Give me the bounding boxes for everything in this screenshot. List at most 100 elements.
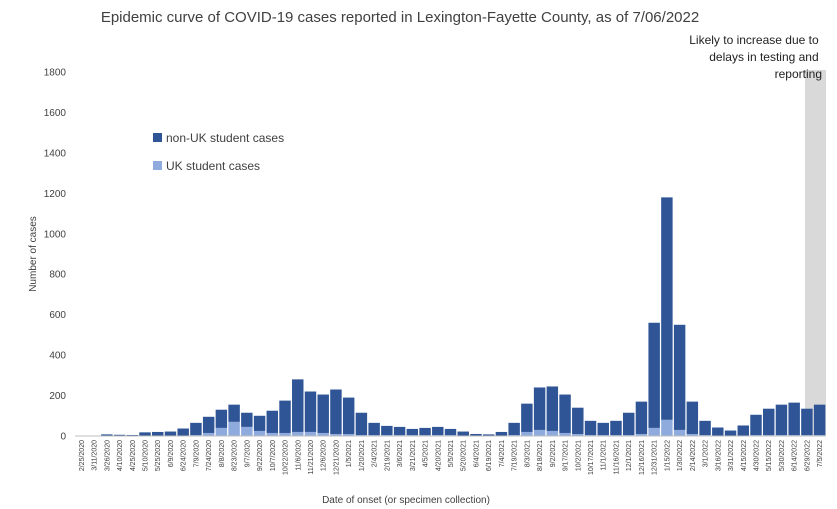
- bar-non-uk-student: [737, 425, 749, 436]
- bar-non-uk-student: [686, 401, 699, 434]
- bar-uk-student: [432, 434, 444, 436]
- bar-non-uk-student: [801, 408, 813, 435]
- bar-non-uk-student: [139, 432, 151, 436]
- x-tick-label: 11/6/2020: [295, 440, 302, 471]
- y-tick-label: 800: [49, 270, 66, 281]
- bar-uk-student: [610, 434, 622, 436]
- bar-uk-student: [559, 432, 571, 436]
- x-tick-label: 6/19/2021: [486, 440, 493, 471]
- bar-non-uk-student: [635, 401, 648, 434]
- bar-series: [88, 197, 826, 436]
- x-tick-label: 5/5/2021: [448, 440, 455, 467]
- x-tick-label: 7/5/2022: [817, 440, 824, 467]
- x-tick-label: 12/21/2020: [333, 440, 340, 475]
- x-tick-label: 2/19/2021: [384, 440, 391, 471]
- bar-uk-student: [635, 433, 648, 436]
- reporting-delay-note: Likely to increase due to delays in test…: [689, 33, 822, 81]
- x-tick-label: 12/6/2020: [321, 440, 328, 471]
- x-tick-label: 7/24/2020: [206, 440, 213, 471]
- bar-non-uk-student: [406, 428, 419, 435]
- bar-non-uk-student: [559, 394, 571, 433]
- bar-non-uk-student: [648, 322, 660, 428]
- legend-swatch-non-uk: [153, 133, 162, 142]
- bar-non-uk-student: [482, 434, 495, 436]
- bar-non-uk-student: [113, 434, 126, 436]
- bar-non-uk-student: [661, 197, 673, 420]
- y-tick-label: 400: [49, 351, 66, 362]
- bar-non-uk-student: [813, 404, 826, 435]
- x-tick-label: 11/21/2020: [308, 440, 315, 475]
- bar-non-uk-student: [597, 422, 609, 435]
- bar-uk-student: [355, 434, 368, 436]
- bar-non-uk-student: [546, 386, 559, 431]
- bar-non-uk-student: [610, 420, 622, 435]
- bar-non-uk-student: [470, 433, 482, 436]
- bar-uk-student: [521, 431, 533, 436]
- bar-uk-student: [775, 434, 788, 436]
- x-tick-label: 2/14/2022: [690, 440, 697, 471]
- x-tick-label: 8/23/2020: [232, 440, 239, 471]
- y-tick-label: 1000: [44, 229, 67, 240]
- bar-uk-student: [330, 433, 342, 436]
- x-tick-label: 12/31/2021: [652, 440, 659, 475]
- bar-non-uk-student: [622, 412, 635, 435]
- bar-non-uk-student: [750, 414, 762, 435]
- x-tick-label: 8/8/2020: [219, 440, 226, 467]
- bar-uk-student: [228, 421, 240, 436]
- x-tick-label: 6/29/2022: [804, 440, 811, 471]
- bar-non-uk-student: [292, 379, 304, 432]
- legend: non-UK student cases UK student cases: [153, 131, 284, 173]
- x-tick-label: 9/2/2021: [550, 440, 557, 467]
- bar-non-uk-student: [762, 408, 775, 435]
- x-tick-label: 3/26/2020: [104, 440, 111, 471]
- y-tick-label: 600: [49, 310, 66, 321]
- bar-non-uk-student: [317, 394, 329, 433]
- x-tick-label: 9/22/2020: [257, 440, 264, 471]
- y-axis-ticks: 0 200 400 600 800 1000 1200 1400 1600 1800: [44, 68, 67, 443]
- y-axis-label: Number of cases: [28, 216, 39, 292]
- bar-non-uk-student: [572, 407, 584, 434]
- x-tick-label: 1/20/2021: [359, 440, 366, 471]
- bar-uk-student: [381, 434, 393, 436]
- bar-non-uk-student: [190, 422, 202, 435]
- bar-uk-student: [622, 434, 635, 436]
- chart-title: Epidemic curve of COVID-19 cases reporte…: [101, 9, 699, 26]
- bar-uk-student: [253, 430, 266, 436]
- bar-non-uk-student: [584, 420, 597, 435]
- reporting-delay-shading: [805, 70, 826, 436]
- x-tick-label: 4/25/2020: [130, 440, 137, 471]
- bar-non-uk-student: [164, 431, 177, 436]
- bar-non-uk-student: [432, 426, 444, 435]
- bar-uk-student: [572, 433, 584, 436]
- bar-non-uk-student: [330, 389, 342, 434]
- bar-non-uk-student: [101, 434, 113, 436]
- y-tick-label: 1400: [44, 148, 67, 159]
- x-tick-label: 4/10/2020: [117, 440, 124, 471]
- bar-non-uk-student: [712, 427, 724, 436]
- bar-uk-student: [292, 431, 304, 436]
- bar-uk-student: [750, 434, 762, 436]
- x-tick-label: 12/1/2021: [626, 440, 633, 471]
- bar-non-uk-student: [495, 431, 508, 436]
- bar-uk-student: [584, 434, 597, 436]
- legend-label-non-uk: non-UK student cases: [166, 131, 284, 145]
- x-tick-label: 5/25/2020: [155, 440, 162, 471]
- bar-non-uk-student: [342, 397, 355, 434]
- bar-uk-student: [508, 434, 520, 436]
- bar-uk-student: [342, 433, 355, 436]
- bar-non-uk-student: [724, 430, 737, 436]
- y-tick-label: 1800: [44, 68, 67, 79]
- x-tick-label: 3/16/2022: [715, 440, 722, 471]
- x-tick-label: 6/24/2020: [181, 440, 188, 471]
- x-tick-label: 10/7/2020: [270, 440, 277, 471]
- x-tick-label: 1/30/2022: [677, 440, 684, 471]
- x-tick-label: 11/1/2021: [601, 440, 608, 471]
- x-tick-label: 2/4/2021: [372, 440, 379, 467]
- bar-uk-student: [546, 430, 559, 436]
- bar-non-uk-student: [419, 427, 431, 435]
- bar-non-uk-student: [393, 426, 406, 435]
- bar-uk-student: [813, 434, 826, 436]
- bar-uk-student: [393, 434, 406, 436]
